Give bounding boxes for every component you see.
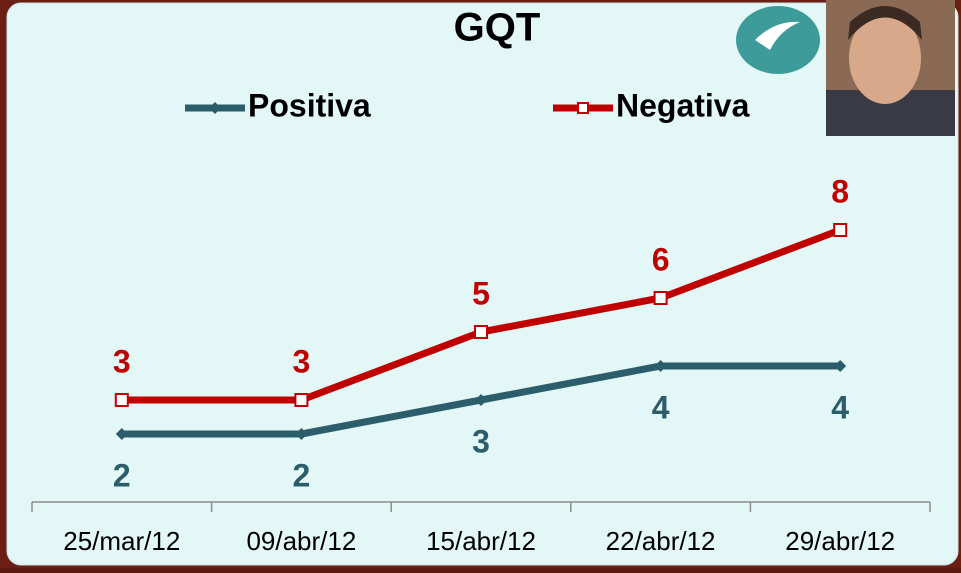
logo	[736, 6, 820, 74]
data-label: 3	[293, 343, 311, 379]
data-label: 4	[652, 389, 670, 425]
data-label: 8	[831, 173, 849, 209]
legend-marker	[209, 102, 221, 114]
legend-label: Negativa	[616, 87, 750, 123]
legend-label: Positiva	[248, 87, 371, 123]
marker	[654, 360, 667, 372]
marker	[474, 325, 488, 339]
marker	[294, 393, 309, 407]
data-label: 6	[652, 241, 670, 277]
marker	[653, 291, 668, 305]
data-label: 2	[293, 457, 311, 493]
x-tick-label: 22/abr/12	[606, 526, 716, 556]
marker	[834, 360, 847, 372]
marker	[475, 394, 487, 406]
plot-background	[6, 2, 959, 566]
data-label: 3	[113, 343, 131, 379]
data-label: 2	[113, 457, 131, 493]
x-tick-label: 15/abr/12	[426, 526, 536, 556]
marker	[295, 428, 308, 440]
marker	[114, 393, 129, 407]
marker	[115, 428, 128, 440]
logo-shape	[736, 6, 820, 74]
data-label: 5	[472, 275, 490, 311]
photo-hair	[848, 6, 922, 40]
marker	[833, 223, 848, 237]
logo-bird	[755, 21, 800, 50]
chart-title: GQT	[454, 6, 541, 50]
data-label: 3	[472, 423, 490, 459]
x-tick-label: 25/mar/12	[63, 526, 180, 556]
photo-face	[849, 12, 921, 104]
photo	[826, 0, 955, 136]
x-tick-label: 29/abr/12	[785, 526, 895, 556]
data-label: 4	[831, 389, 849, 425]
legend-marker	[577, 102, 589, 114]
x-tick-label: 09/abr/12	[246, 526, 356, 556]
